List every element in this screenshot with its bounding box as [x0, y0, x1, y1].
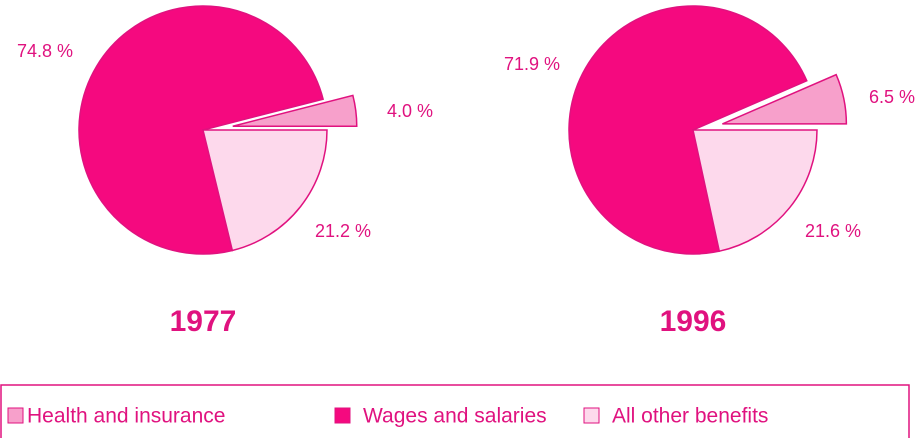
legend-label: Wages and salaries	[363, 405, 547, 428]
value-label: 4.0 %	[387, 101, 433, 121]
pie-slice	[202, 129, 328, 252]
legend-swatch	[7, 407, 24, 424]
legend-label: Health and insurance	[27, 405, 225, 428]
pie-slice	[722, 73, 848, 125]
pie-title: 1996	[660, 305, 727, 338]
legend-swatch	[583, 407, 600, 424]
pie-slice	[232, 94, 358, 127]
pie-slice	[78, 5, 325, 255]
value-label: 71.9 %	[504, 54, 560, 74]
legend-label: All other benefits	[612, 405, 768, 428]
pie-slice	[568, 5, 808, 255]
value-label: 6.5 %	[869, 87, 915, 107]
value-label: 21.2 %	[315, 221, 371, 241]
value-label: 21.6 %	[805, 221, 861, 241]
value-label: 74.8 %	[17, 41, 73, 61]
legend-box	[0, 384, 910, 438]
pie-slice	[692, 129, 818, 253]
legend-swatch	[334, 407, 351, 424]
pie-title: 1977	[170, 305, 237, 338]
